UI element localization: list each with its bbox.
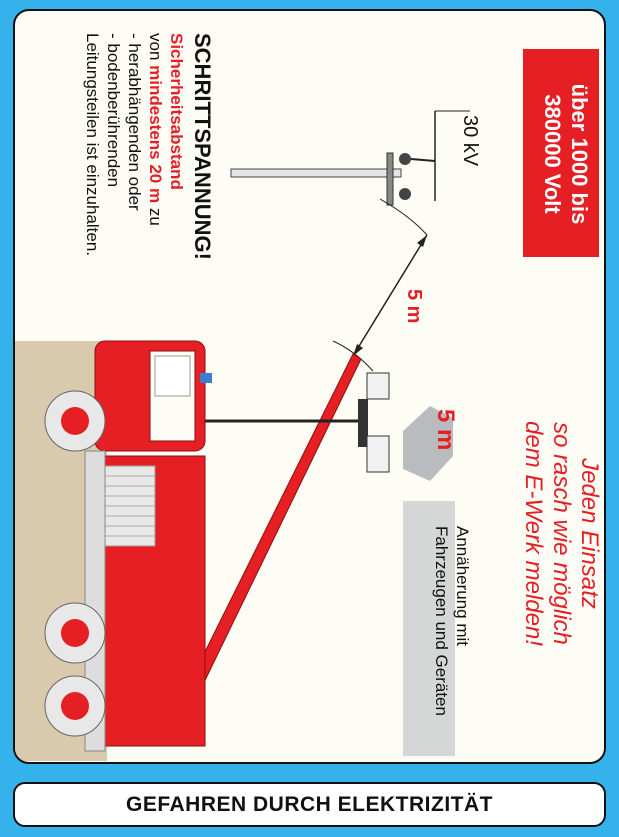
voltage-box (523, 49, 599, 257)
approach-label: Annäherung mit Fahrzeugen und Geräten (431, 526, 473, 716)
crane-gripper (358, 399, 368, 447)
crane-truck (44, 340, 212, 752)
ground-touching-line: - bodenberührenden (104, 33, 123, 188)
approach-line-2: Fahrzeugen und Geräten (432, 526, 451, 716)
footer-title: GEFAHREN DURCH ELEKTRIZITÄT (126, 792, 493, 816)
voltage-line-2: 380000 Volt (540, 94, 565, 214)
hex-distance-label: 5 m (432, 409, 459, 451)
safety-distance-heading: Sicherheitsabstand (167, 33, 186, 190)
ewerk-line-1: Jeden Einsatz (576, 458, 603, 609)
approach-line-1: Annäherung mit (453, 526, 472, 647)
warning-card: über 1000 bis 380000 Volt 30 kV 5 m 5 m … (13, 9, 606, 764)
crane-boom (182, 353, 362, 702)
distance-arrow (352, 234, 428, 357)
ewerk-line-2: so rasch wie möglich (548, 422, 575, 645)
voltage-line-1: über 1000 bis (567, 83, 592, 225)
voltage-text: über 1000 bis 380000 Volt (539, 61, 593, 247)
ewerk-line-3: dem E-Werk melden! (520, 421, 547, 646)
line-voltage-label: 30 kV (459, 115, 481, 167)
power-pole (230, 152, 436, 206)
ewerk-message: Jeden Einsatz so rasch wie möglich dem E… (519, 416, 603, 651)
hanging-parts-line: - herabhängenden oder (125, 33, 144, 211)
distance-label: 5 m (403, 289, 425, 324)
scene-illustration (15, 110, 470, 761)
distance-hexagon-icon (403, 406, 453, 481)
keep-distance-line: Leitungsteilen ist einzuhalten. (83, 33, 102, 257)
step-voltage-text: Sicherheitsabstand von mindestens 20 m z… (82, 33, 187, 256)
step-voltage-title: SCHRITTSPANNUNG! (190, 33, 215, 260)
footer-banner: GEFAHREN DURCH ELEKTRIZITÄT (13, 782, 606, 827)
safety-distance-line: von mindestens 20 m zu (146, 33, 165, 226)
approach-strip (403, 501, 455, 756)
